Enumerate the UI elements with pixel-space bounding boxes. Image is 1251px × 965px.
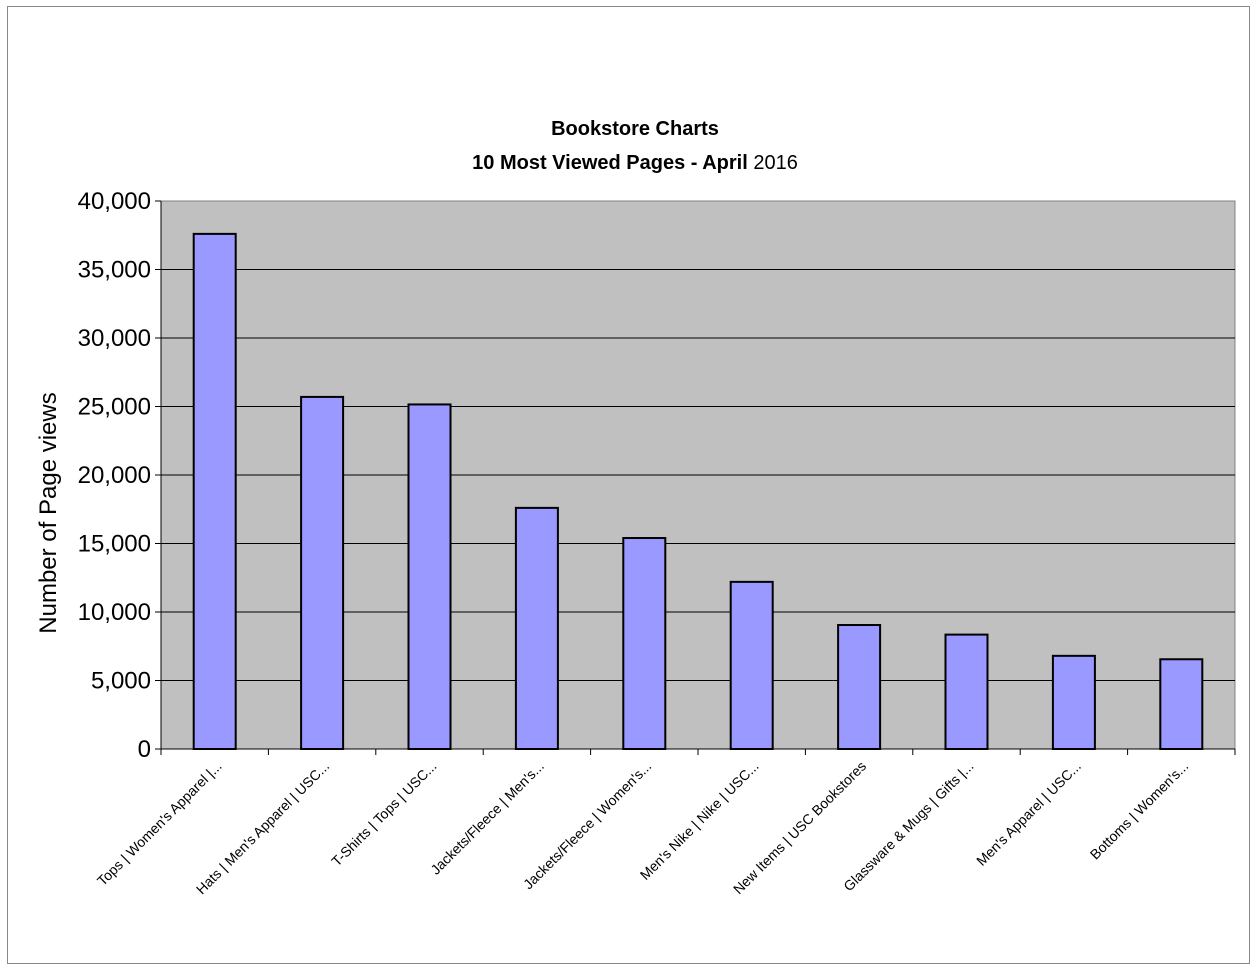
x-category-label: Men's Nike | Nike | USC... <box>637 758 762 883</box>
bar <box>300 395 345 750</box>
bar <box>514 506 559 750</box>
x-category-label: Men's Apparel | USC... <box>973 758 1084 869</box>
bar <box>944 633 989 750</box>
bar <box>192 232 237 750</box>
chart-frame: Bookstore Charts 10 Most Viewed Pages - … <box>7 6 1250 964</box>
bar <box>1051 654 1096 751</box>
y-tick-label: 40,000 <box>78 188 151 215</box>
y-tick-labels: 0 5,000 10,000 15,000 20,000 25,000 30,000 35,0… <box>78 188 151 763</box>
y-axis-title: Number of Page views <box>35 392 62 633</box>
y-tick-label: 25,000 <box>78 394 151 421</box>
axes <box>155 200 1236 755</box>
x-category-label: Jackets/Fleece | Men's... <box>427 758 547 878</box>
y-tick-label: 20,000 <box>78 462 151 489</box>
x-category-label: Jackets/Fleece | Women's... <box>520 758 654 892</box>
x-category-label: T-Shirts | Tops | USC... <box>328 758 439 869</box>
chart-title-line1: Bookstore Charts <box>551 118 719 140</box>
x-category-label: Tops | Women's Apparel |... <box>94 758 225 889</box>
y-tick-label: 35,000 <box>78 257 151 284</box>
bars <box>192 232 1204 751</box>
chart-title-line2-year: 2016 <box>748 152 798 174</box>
x-category-labels: Tops | Women's Apparel |...Hats | Men's … <box>94 758 1192 897</box>
bar-chart: Bookstore Charts 10 Most Viewed Pages - … <box>35 118 1236 897</box>
bar <box>837 624 882 751</box>
y-tick-label: 5,000 <box>91 668 151 695</box>
bar <box>407 403 452 750</box>
y-tick-label: 10,000 <box>78 599 151 626</box>
bar <box>1159 658 1204 751</box>
x-category-label: Bottoms | Women's... <box>1087 758 1192 863</box>
bar <box>622 537 667 751</box>
y-tick-label: 0 <box>138 736 151 763</box>
chart-title-line2: 10 Most Viewed Pages - April 2016 <box>472 152 798 174</box>
chart-title-line2-bold: 10 Most Viewed Pages - April <box>472 152 748 174</box>
y-tick-label: 15,000 <box>78 531 151 558</box>
bar <box>729 580 774 750</box>
x-category-label: Glassware & Mugs | Gifts |... <box>840 758 976 894</box>
y-tick-label: 30,000 <box>78 325 151 352</box>
